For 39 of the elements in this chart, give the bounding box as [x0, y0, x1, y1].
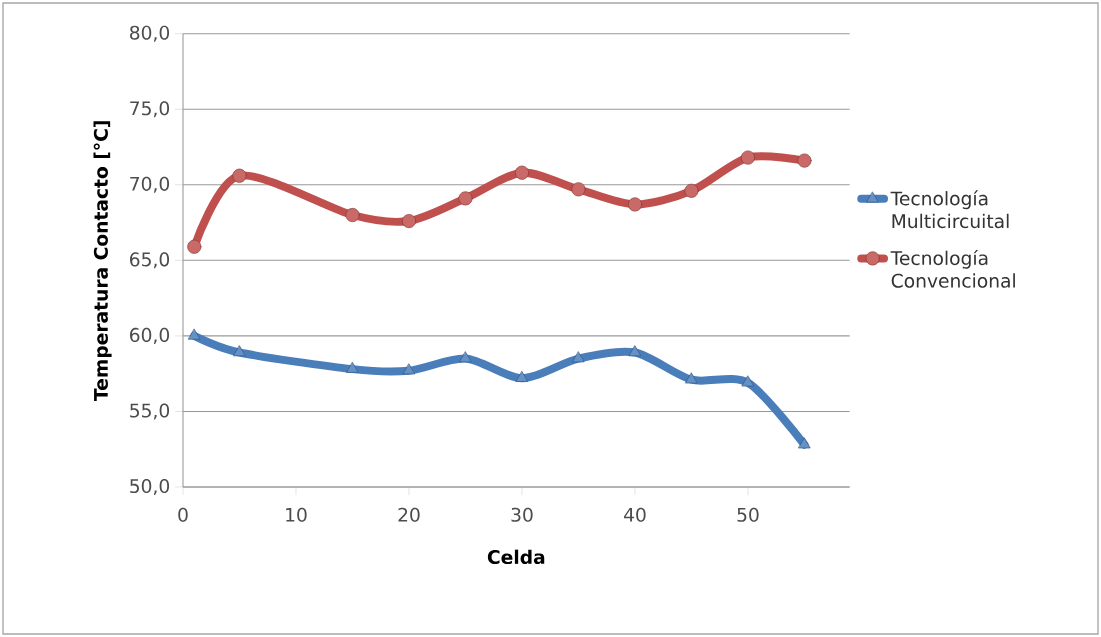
x-tick-label: 30	[511, 507, 533, 522]
point	[187, 239, 202, 254]
y-tick-label: 50,0	[130, 478, 170, 496]
point	[572, 351, 585, 363]
point	[741, 375, 755, 387]
y-tick-label: 55,0	[130, 403, 170, 420]
point	[797, 153, 812, 168]
point	[345, 207, 360, 223]
x-tick-label: 0	[178, 507, 188, 522]
y-tick-label: 65,0	[130, 252, 170, 269]
legend-label: Tecnología Convencional	[890, 249, 1015, 288]
point	[514, 165, 529, 180]
point	[571, 182, 586, 197]
y-tick-label: 60,0	[130, 327, 170, 344]
x-axis-title: Celda	[487, 549, 545, 565]
point	[684, 183, 699, 198]
x-tick-label: 50	[737, 507, 759, 522]
point	[346, 362, 359, 373]
point	[401, 214, 416, 229]
x-tick-label: 10	[286, 507, 307, 522]
y-tick-label: 75,0	[130, 101, 170, 118]
x-tick-label: 40	[624, 507, 646, 522]
point	[515, 371, 529, 382]
point	[459, 351, 472, 363]
x-tick-label: 20	[398, 507, 420, 522]
point	[740, 150, 755, 165]
point	[685, 372, 698, 384]
y-tick-label: 70,0	[130, 176, 170, 193]
point	[233, 345, 246, 357]
y-tick-label: 80,0	[130, 25, 170, 42]
y-axis-title: Temperatura Contacto [°C]	[93, 121, 112, 401]
point	[798, 437, 811, 449]
point	[232, 168, 247, 183]
point	[458, 191, 473, 206]
point	[627, 197, 642, 212]
point	[188, 328, 201, 340]
point	[628, 345, 642, 357]
legend-label: Tecnología Multicircuital	[890, 190, 1009, 229]
point	[402, 363, 416, 375]
